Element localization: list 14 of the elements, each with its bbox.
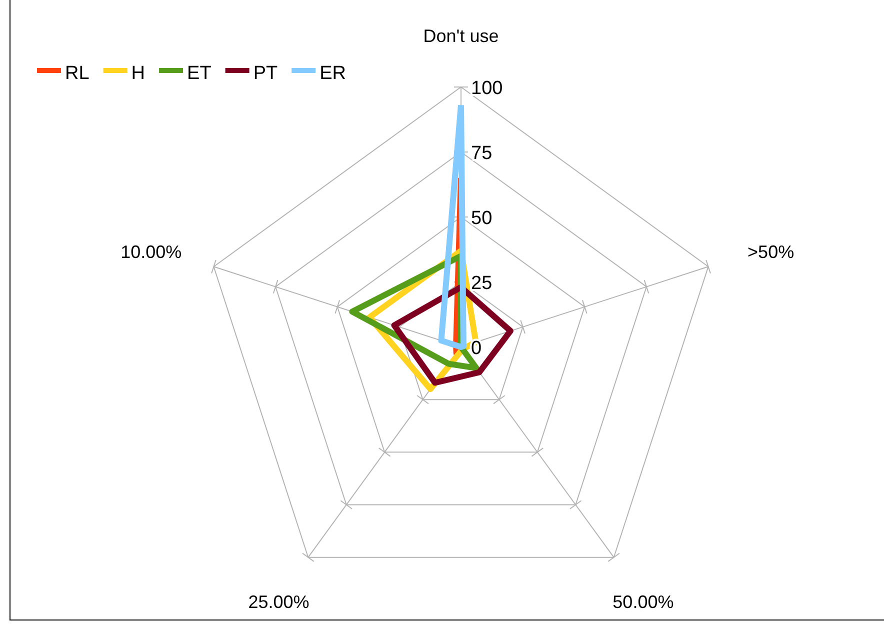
spoke-label: >50% <box>748 242 794 262</box>
spoke-label: Don't use <box>423 26 499 46</box>
legend-label: ET <box>187 63 212 84</box>
legend-label: RL <box>65 63 90 84</box>
y-tick-label: 100 <box>471 78 503 99</box>
spoke-label: 25.00% <box>248 592 310 612</box>
y-tick-label: 25 <box>471 273 492 294</box>
y-tick-label: 75 <box>471 143 492 164</box>
spoke-label: 50.00% <box>612 592 674 612</box>
legend-label: H <box>131 63 146 84</box>
legend-label: PT <box>253 63 278 84</box>
y-tick-label: 50 <box>471 208 492 229</box>
spoke-label: 10.00% <box>120 242 182 262</box>
legend-label: ER <box>320 63 346 84</box>
